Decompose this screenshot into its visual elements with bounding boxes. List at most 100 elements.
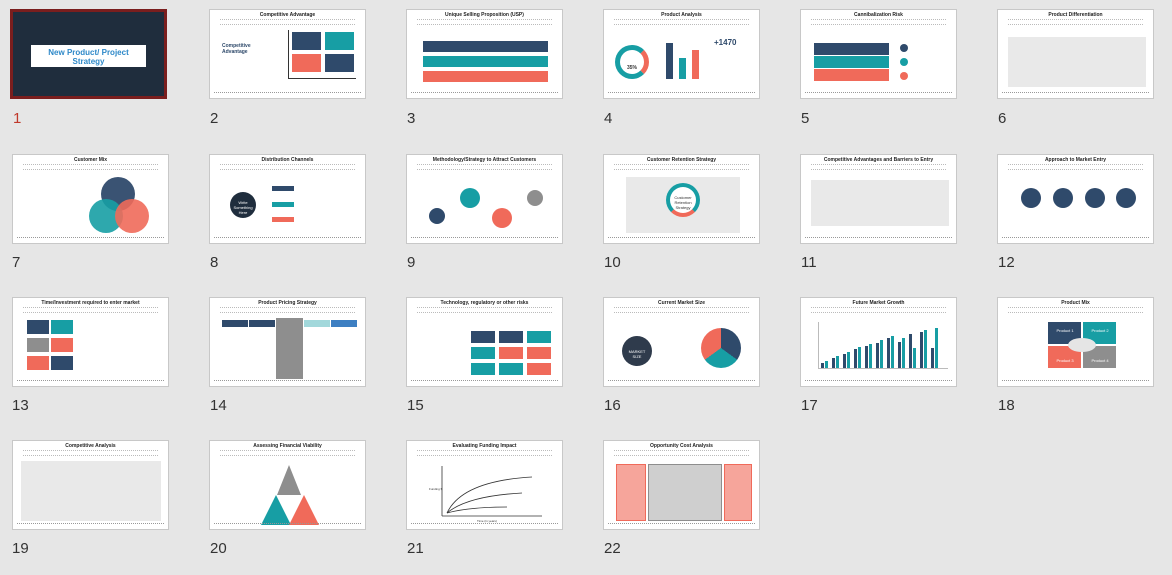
- subtitle-line: [614, 307, 749, 313]
- subtitle-line: [811, 307, 946, 313]
- footer: [608, 523, 755, 525]
- icon-circle-2: [900, 58, 908, 66]
- risk-cell: [527, 363, 551, 375]
- slide-thumbnail-7[interactable]: Customer Mix: [12, 154, 169, 244]
- slide-number-7: 7: [12, 254, 21, 271]
- footer: [1002, 237, 1149, 239]
- growth-bar: [865, 346, 868, 368]
- quad-4: [325, 54, 354, 72]
- slide-title: Product Differentiation: [1048, 12, 1103, 18]
- slide-title: Opportunity Cost Analysis: [650, 443, 713, 449]
- axis-y: [288, 30, 289, 78]
- slide-number-13: 13: [12, 397, 29, 414]
- slide-thumbnail-20[interactable]: Assessing Financial Viability: [209, 440, 366, 530]
- slide-number-8: 8: [210, 254, 219, 271]
- quad-1: [292, 32, 321, 50]
- growth-bar: [891, 336, 894, 368]
- icon-circle-3: [900, 72, 908, 80]
- footer: [17, 237, 164, 239]
- slide-title: Product Mix: [1061, 300, 1090, 306]
- step-5: [27, 356, 49, 370]
- approach-icon-2: [1053, 188, 1073, 208]
- slide-title: Time/Investment required to enter market: [41, 300, 140, 306]
- growth-bar: [913, 348, 916, 368]
- center-label: Customer Retention Strategy: [674, 195, 692, 210]
- slide-thumbnail-2[interactable]: Competitive Advantage Competitive Advant…: [209, 9, 366, 99]
- channel-arrow-3: [272, 217, 294, 222]
- slide-title: Cannibalization Risk: [854, 12, 903, 18]
- slide-thumbnail-4[interactable]: Product Analysis 35% +1470: [603, 9, 760, 99]
- slide-thumbnail-8[interactable]: Distribution Channels Write Something He…: [209, 154, 366, 244]
- approach-icon-3: [1085, 188, 1105, 208]
- slide-title: Customer Mix: [73, 157, 108, 163]
- slide-thumbnail-17[interactable]: Future Market Growth: [800, 297, 957, 387]
- retention-ring: [666, 183, 700, 217]
- subtitle-line: [1008, 19, 1143, 25]
- step-1: [27, 320, 49, 334]
- growth-bar: [887, 338, 890, 368]
- axis-x: [818, 368, 948, 369]
- donut-percent: 35%: [626, 65, 637, 71]
- footer: [1002, 380, 1149, 382]
- subtitle-line: [417, 450, 552, 456]
- footer: [608, 92, 755, 94]
- risk-cell: [499, 331, 523, 343]
- footer: [214, 237, 361, 239]
- arrow-2: [814, 56, 889, 68]
- bar-2: [679, 58, 686, 79]
- venn-circle-3: [115, 199, 149, 233]
- big-number: +1470: [714, 38, 737, 47]
- growth-bar: [931, 348, 934, 368]
- step-6: [51, 356, 73, 370]
- slide-thumbnail-21[interactable]: Evaluating Funding Impact Funding $ Time…: [406, 440, 563, 530]
- bar-1: [666, 43, 673, 79]
- slide-thumbnail-14[interactable]: Product Pricing Strategy: [209, 297, 366, 387]
- footer: [411, 523, 558, 525]
- growth-bar: [858, 347, 861, 368]
- donut-chart: [615, 45, 649, 79]
- slide-thumbnail-9[interactable]: Methodology/Strategy to Attract Customer…: [406, 154, 563, 244]
- subtitle-line: [417, 19, 552, 25]
- slide-thumbnail-10[interactable]: Customer Retention Strategy Customer Ret…: [603, 154, 760, 244]
- subtitle-line: [220, 164, 355, 170]
- growth-bar: [876, 343, 879, 368]
- title-text: New Product/ Project Strategy: [48, 48, 129, 66]
- slide-thumbnail-12[interactable]: Approach to Market Entry: [997, 154, 1154, 244]
- slide-number-19: 19: [12, 540, 29, 557]
- slide-thumbnail-22[interactable]: Opportunity Cost Analysis: [603, 440, 760, 530]
- footer: [805, 237, 952, 239]
- slide-thumbnail-6[interactable]: Product Differentiation: [997, 9, 1154, 99]
- quadrant-3: [1048, 346, 1081, 368]
- heading: Competitive Advantage: [222, 43, 251, 55]
- usp-bar-1: [423, 41, 548, 52]
- slide-thumbnail-16[interactable]: Current Market Size MARKET SIZE: [603, 297, 760, 387]
- subtitle-line: [220, 19, 355, 25]
- growth-bar: [935, 328, 938, 368]
- step-circle-4: [527, 190, 543, 206]
- slide-number-6: 6: [998, 110, 1007, 127]
- triangle-top: [277, 465, 301, 495]
- slide-thumbnail-5[interactable]: Cannibalization Risk: [800, 9, 957, 99]
- slide-number-18: 18: [998, 397, 1015, 414]
- arrow-1: [814, 43, 889, 55]
- channel-arrow-2: [272, 202, 294, 207]
- slide-thumbnail-13[interactable]: Time/Investment required to enter market: [12, 297, 169, 387]
- column-middle: [648, 464, 722, 521]
- slide-title: Distribution Channels: [261, 157, 314, 163]
- risk-cell: [499, 363, 523, 375]
- triangle-left: [261, 495, 291, 525]
- footer: [17, 523, 164, 525]
- step-2: [51, 320, 73, 334]
- slide-thumbnail-1[interactable]: New Product/ Project Strategy: [10, 9, 167, 99]
- footer: [1002, 92, 1149, 94]
- slide-thumbnail-15[interactable]: Technology, regulatory or other risks: [406, 297, 563, 387]
- slide-thumbnail-3[interactable]: Unique Selling Proposition (USP): [406, 9, 563, 99]
- slide-thumbnail-11[interactable]: Competitive Advantages and Barriers to E…: [800, 154, 957, 244]
- funding-curves: [441, 466, 542, 517]
- growth-bar: [825, 361, 828, 368]
- step-4: [51, 338, 73, 352]
- slide-thumbnail-19[interactable]: Competitive Analysis: [12, 440, 169, 530]
- slide-number-15: 15: [407, 397, 424, 414]
- slide-number-14: 14: [210, 397, 227, 414]
- slide-thumbnail-18[interactable]: Product Mix Product 1 Product 2 Product …: [997, 297, 1154, 387]
